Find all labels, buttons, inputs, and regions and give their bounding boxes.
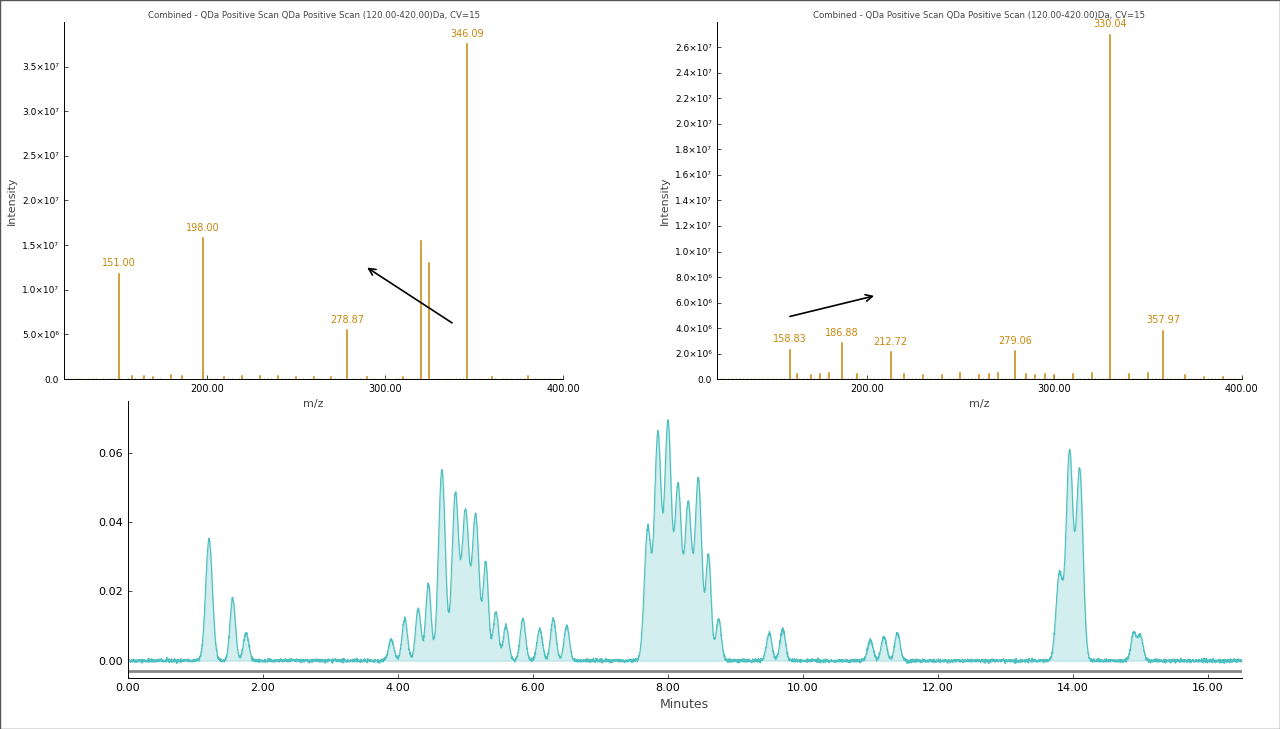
Text: 151.00: 151.00 [102, 258, 136, 268]
Text: 330.04: 330.04 [1093, 19, 1128, 29]
X-axis label: m/z: m/z [969, 399, 989, 410]
Text: 212.72: 212.72 [873, 337, 908, 347]
Text: 346.09: 346.09 [451, 29, 484, 39]
X-axis label: Minutes: Minutes [660, 698, 709, 712]
Text: 158.83: 158.83 [773, 335, 806, 344]
X-axis label: m/z: m/z [303, 399, 324, 410]
Text: 278.87: 278.87 [330, 315, 365, 324]
Y-axis label: Intensity: Intensity [6, 176, 17, 225]
Title: Combined - QDa Positive Scan QDa Positive Scan (120.00-420.00)Da, CV=15: Combined - QDa Positive Scan QDa Positiv… [813, 11, 1146, 20]
Y-axis label: Intensity: Intensity [659, 176, 669, 225]
Title: Combined - QDa Positive Scan QDa Positive Scan (120.00-420.00)Da, CV=15: Combined - QDa Positive Scan QDa Positiv… [147, 11, 480, 20]
Text: 279.06: 279.06 [998, 335, 1032, 346]
Text: 198.00: 198.00 [187, 222, 220, 233]
Text: 186.88: 186.88 [826, 328, 859, 338]
Text: 357.97: 357.97 [1146, 315, 1180, 325]
